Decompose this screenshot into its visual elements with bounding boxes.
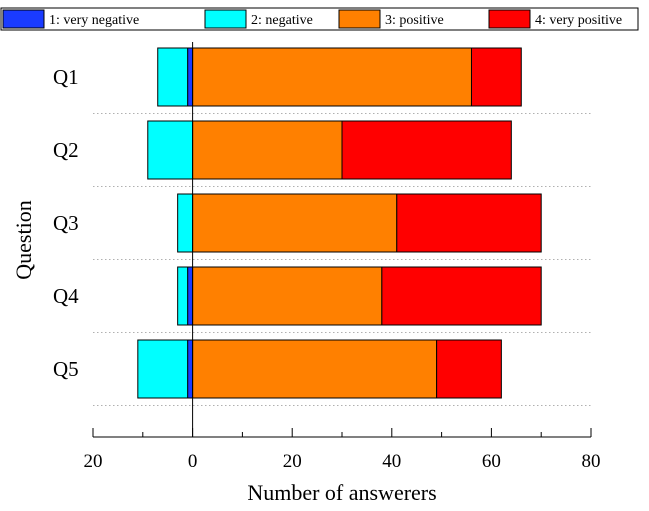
x-tick-label: 20 xyxy=(283,451,302,472)
category-label: Q4 xyxy=(53,284,79,308)
bar-segment xyxy=(147,120,194,180)
legend-swatch xyxy=(338,9,381,29)
x-tick-label: 80 xyxy=(582,451,601,472)
legend: 1: very negative 2: negative 3: positive 4:… xyxy=(0,7,639,31)
x-tick-label: 60 xyxy=(482,451,501,472)
category-labels: Q1 Q2 Q3 Q4 Q5 xyxy=(53,65,79,381)
bar-segment xyxy=(192,266,383,326)
bar-segment xyxy=(381,266,542,326)
legend-label: 2: negative xyxy=(251,13,313,28)
bar-segment xyxy=(187,266,194,326)
legend-label: 1: very negative xyxy=(49,13,139,28)
bar-segment xyxy=(157,47,189,107)
legend-label: 4: very positive xyxy=(535,13,622,28)
bar-segment xyxy=(436,339,502,399)
bar-segment xyxy=(192,193,398,253)
bar-segment xyxy=(137,339,189,399)
legend-swatch xyxy=(488,9,531,29)
bar-segment xyxy=(177,193,194,253)
bar-segment xyxy=(187,47,194,107)
bar-segment xyxy=(470,47,522,107)
bar-segment xyxy=(396,193,542,253)
bars xyxy=(137,47,542,399)
bar-segment xyxy=(177,266,189,326)
row-separators xyxy=(93,113,591,406)
bar-segment xyxy=(192,339,438,399)
category-label: Q1 xyxy=(53,65,79,89)
x-axis-title: Number of answerers xyxy=(247,480,436,505)
x-tick-label: 20 xyxy=(84,451,103,472)
x-tick-label: 40 xyxy=(382,451,401,472)
legend-swatch xyxy=(2,9,45,29)
legend-box xyxy=(0,7,639,31)
legend-swatch xyxy=(204,9,247,29)
y-axis-title: Question xyxy=(11,200,36,279)
category-label: Q2 xyxy=(53,138,79,162)
bar-segment xyxy=(187,339,194,399)
bar-segment xyxy=(341,120,512,180)
category-label: Q3 xyxy=(53,211,79,235)
x-axis: 20 0 20 40 60 80 xyxy=(84,428,601,472)
bar-segment xyxy=(192,120,343,180)
x-tick-label: 0 xyxy=(188,451,198,472)
category-label: Q5 xyxy=(53,357,79,381)
legend-label: 3: positive xyxy=(385,13,444,28)
bar-segment xyxy=(192,47,472,107)
